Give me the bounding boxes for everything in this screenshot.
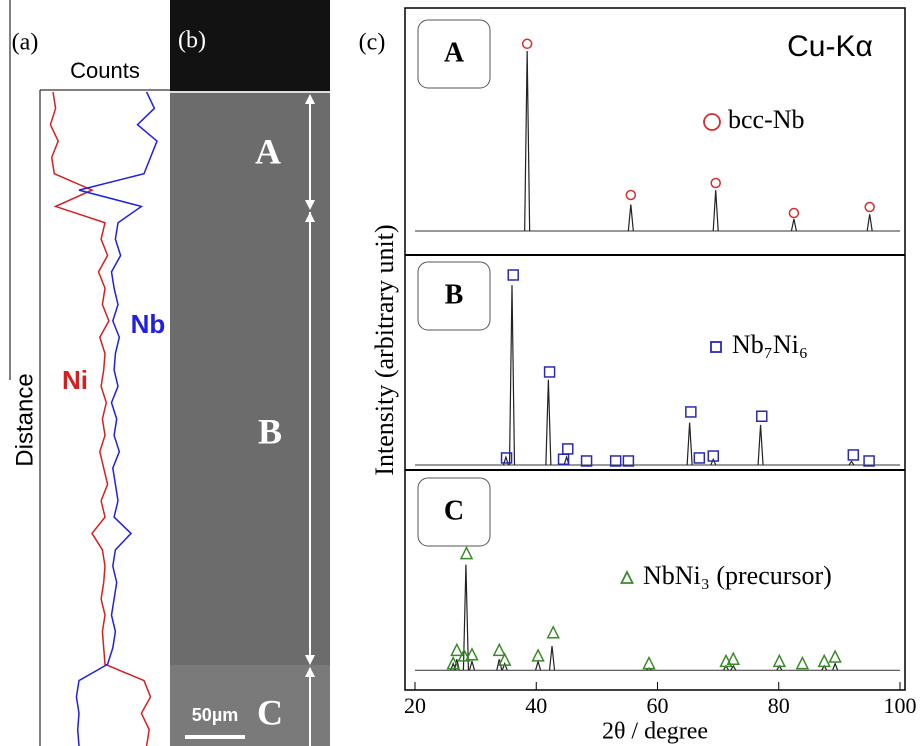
legend-marker — [622, 572, 633, 583]
peak — [525, 51, 530, 231]
phase-marker — [508, 270, 518, 280]
panel-label: (b) — [178, 28, 206, 54]
region-label: C — [257, 692, 283, 732]
figure: Ni Nb (a) Counts Distance (b) A B C 50µm 20 40 60 80 1… — [0, 0, 922, 746]
y-axis-label: Distance — [11, 373, 38, 466]
peak — [791, 219, 796, 231]
sem-body — [170, 92, 330, 665]
phase-marker — [611, 456, 621, 466]
phase-marker — [757, 411, 767, 421]
subpanel-label: A — [444, 37, 465, 68]
legend-label: NbNi₃ (precursor) — [643, 561, 832, 590]
phase-marker — [644, 658, 655, 669]
subpanel-label: B — [445, 279, 464, 310]
legend-label: bcc-Nb — [728, 105, 805, 134]
peak — [758, 425, 763, 465]
series-label: Nb — [131, 309, 166, 339]
peak — [833, 664, 838, 671]
phase-marker — [545, 367, 555, 377]
peak — [687, 423, 692, 465]
peak — [510, 285, 515, 465]
phase-marker — [548, 627, 559, 638]
phase-marker — [563, 444, 573, 454]
phase-marker — [461, 548, 472, 559]
panel-label: (a) — [12, 30, 39, 56]
phase-marker — [694, 453, 704, 463]
phase-marker — [728, 653, 739, 664]
x-tick-label: 80 — [768, 693, 790, 718]
phase-marker — [582, 456, 592, 466]
peak — [628, 205, 633, 231]
annotation: Cu-Kα — [787, 30, 873, 63]
x-tick-label: 60 — [647, 693, 669, 718]
x-axis-label: 2θ / degree — [602, 719, 708, 745]
peak — [546, 380, 551, 465]
phase-marker — [523, 39, 532, 48]
peak — [849, 461, 854, 465]
phase-marker — [451, 644, 462, 655]
peak — [469, 661, 474, 670]
x-tick-label: 100 — [884, 693, 917, 718]
subpanel-label: C — [444, 495, 464, 526]
x-tick-label: 20 — [404, 693, 426, 718]
phase-marker — [711, 179, 720, 188]
profile-line — [50, 92, 150, 746]
phase-marker — [865, 203, 874, 212]
phase-marker — [494, 644, 505, 655]
phase-marker — [623, 456, 633, 466]
peak — [503, 457, 508, 465]
phase-marker — [626, 191, 635, 200]
series-label: Ni — [62, 365, 88, 395]
peak — [550, 646, 555, 670]
profile-line — [76, 92, 157, 746]
phase-marker — [686, 407, 696, 417]
x-axis-label: Counts — [70, 58, 140, 83]
peak — [536, 661, 541, 670]
legend-marker — [711, 342, 721, 352]
phase-marker — [848, 450, 858, 460]
region-label: A — [255, 131, 281, 171]
phase-marker — [797, 658, 808, 669]
region-label: B — [258, 411, 282, 451]
panel-label: (c) — [359, 30, 386, 56]
phase-marker — [864, 456, 874, 466]
peak — [867, 214, 872, 231]
phase-marker — [830, 651, 841, 662]
peak — [713, 190, 718, 231]
phase-marker — [789, 209, 798, 218]
y-axis-label: Intensity (arbitrary unit) — [370, 224, 399, 475]
scale-bar-label: 50µm — [192, 705, 238, 725]
legend-marker — [704, 114, 720, 130]
x-tick-label: 40 — [525, 693, 547, 718]
legend-label: Nb₇Ni₆ — [732, 330, 808, 359]
peak — [711, 459, 716, 465]
